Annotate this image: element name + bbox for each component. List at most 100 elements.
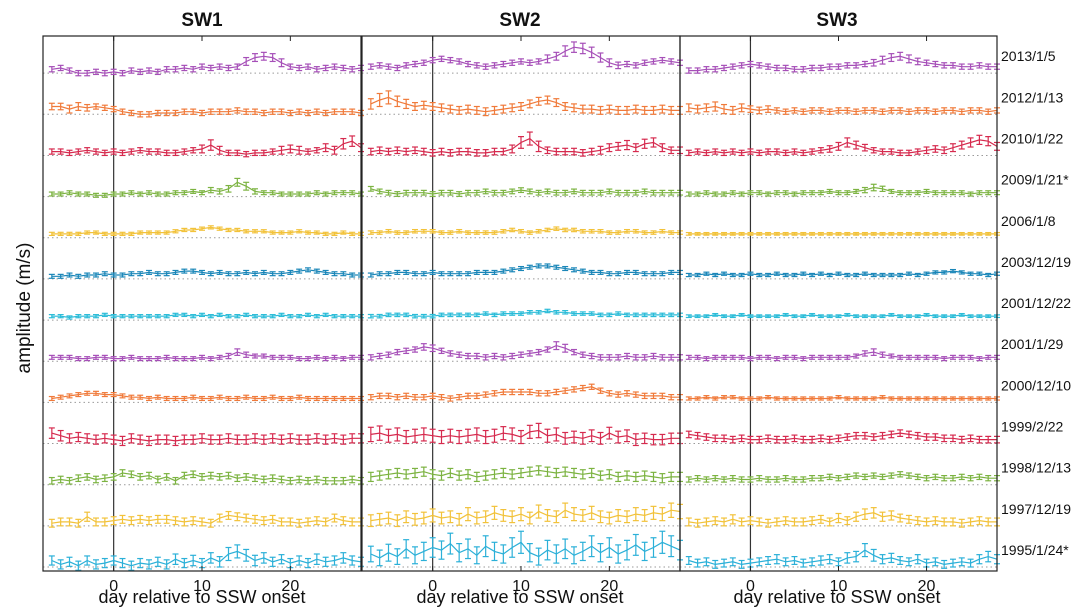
errorbar-point bbox=[835, 231, 842, 236]
errorbar-point bbox=[225, 546, 232, 562]
errorbar-point bbox=[305, 395, 311, 402]
errorbar-point bbox=[243, 513, 250, 523]
errorbar-point bbox=[932, 231, 939, 236]
errorbar-point bbox=[941, 270, 948, 275]
errorbar-point bbox=[331, 433, 338, 444]
errorbar-point bbox=[385, 312, 392, 318]
errorbar-point bbox=[260, 475, 267, 484]
errorbar-point bbox=[905, 271, 912, 276]
errorbar-point bbox=[287, 109, 294, 117]
errorbar-point bbox=[269, 314, 276, 319]
errorbar-point bbox=[659, 189, 666, 196]
errorbar-point bbox=[976, 107, 983, 114]
errorbar-point bbox=[252, 149, 258, 157]
errorbar-point bbox=[756, 106, 763, 115]
errorbar-point bbox=[729, 190, 736, 196]
errorbar-point bbox=[650, 433, 657, 446]
errorbar-point bbox=[296, 518, 303, 528]
errorbar-point bbox=[694, 354, 701, 360]
errorbar-point bbox=[765, 272, 772, 278]
errorbar-point bbox=[659, 312, 666, 318]
errorbar-point bbox=[146, 314, 152, 319]
errorbar-point bbox=[234, 348, 241, 356]
errorbar-point bbox=[606, 230, 613, 235]
errorbar-point bbox=[809, 231, 816, 236]
errorbar-point bbox=[712, 66, 719, 73]
errorbar-point bbox=[57, 517, 64, 527]
errorbar-point bbox=[447, 271, 454, 277]
errorbar-point bbox=[738, 149, 745, 157]
errorbar-point bbox=[721, 354, 728, 360]
errorbar-point bbox=[190, 434, 197, 445]
errorbar-point bbox=[181, 268, 188, 274]
series-2013/1/5 bbox=[48, 51, 364, 77]
errorbar-point bbox=[782, 190, 789, 196]
errorbar-point bbox=[207, 186, 214, 194]
errorbar-point bbox=[322, 109, 329, 117]
errorbar-point bbox=[941, 231, 948, 236]
errorbar-point bbox=[313, 66, 320, 73]
errorbar-point bbox=[420, 511, 427, 525]
errorbar-point bbox=[313, 553, 320, 566]
errorbar-point bbox=[509, 469, 516, 480]
errorbar-point bbox=[403, 392, 410, 400]
errorbar-point bbox=[84, 473, 91, 481]
errorbar-point bbox=[234, 434, 241, 445]
series-2001/1/29 bbox=[48, 348, 364, 362]
errorbar-point bbox=[394, 393, 401, 401]
errorbar-point bbox=[491, 269, 498, 275]
errorbar-point bbox=[817, 314, 824, 319]
errorbar-point bbox=[967, 231, 974, 236]
errorbar-point bbox=[137, 147, 144, 154]
errorbar-point bbox=[84, 230, 91, 235]
errorbar-point bbox=[66, 149, 73, 157]
series-2010/1/22 bbox=[48, 135, 364, 158]
series-2009/1/21* bbox=[48, 177, 364, 198]
errorbar-point bbox=[861, 186, 868, 194]
errorbar-point bbox=[526, 309, 533, 315]
errorbar-point bbox=[278, 191, 285, 197]
errorbar-point bbox=[562, 309, 569, 315]
errorbar-point bbox=[322, 517, 329, 527]
errorbar-point bbox=[438, 103, 445, 113]
errorbar-point bbox=[190, 108, 197, 115]
errorbar-point bbox=[861, 231, 868, 236]
errorbar-point bbox=[465, 189, 471, 196]
series-line bbox=[51, 181, 362, 196]
errorbar-point bbox=[879, 272, 886, 278]
errorbar-point bbox=[473, 427, 480, 442]
errorbar-point bbox=[773, 356, 780, 362]
errorbar-point bbox=[500, 388, 507, 396]
errorbar-point bbox=[412, 146, 418, 155]
errorbar-point bbox=[75, 273, 82, 279]
errorbar-point bbox=[269, 394, 276, 400]
errorbar-point bbox=[747, 314, 754, 319]
errorbar-point bbox=[659, 104, 666, 114]
errorbar-point bbox=[473, 471, 480, 483]
errorbar-point bbox=[110, 434, 117, 445]
errorbar-point bbox=[632, 471, 639, 483]
errorbar-point bbox=[66, 393, 73, 399]
y-axis-label: amplitude (m/s) bbox=[14, 243, 35, 374]
errorbar-point bbox=[773, 148, 780, 155]
errorbar-point bbox=[403, 429, 410, 445]
errorbar-point bbox=[870, 348, 877, 356]
errorbar-point bbox=[101, 354, 108, 360]
errorbar-point bbox=[615, 141, 622, 151]
errorbar-point bbox=[509, 537, 516, 558]
errorbar-point bbox=[429, 56, 436, 64]
series-line bbox=[370, 96, 680, 113]
errorbar-point bbox=[553, 98, 560, 108]
errorbar-point bbox=[93, 148, 99, 155]
errorbar-point bbox=[826, 231, 833, 236]
errorbar-point bbox=[447, 350, 454, 357]
errorbar-point bbox=[791, 272, 798, 278]
errorbar-point bbox=[800, 149, 807, 157]
errorbar-point bbox=[588, 467, 595, 479]
errorbar-point bbox=[456, 228, 463, 234]
errorbar-point bbox=[500, 426, 507, 441]
errorbar-point bbox=[888, 188, 895, 194]
errorbar-point bbox=[447, 395, 454, 402]
errorbar-point bbox=[588, 104, 595, 114]
